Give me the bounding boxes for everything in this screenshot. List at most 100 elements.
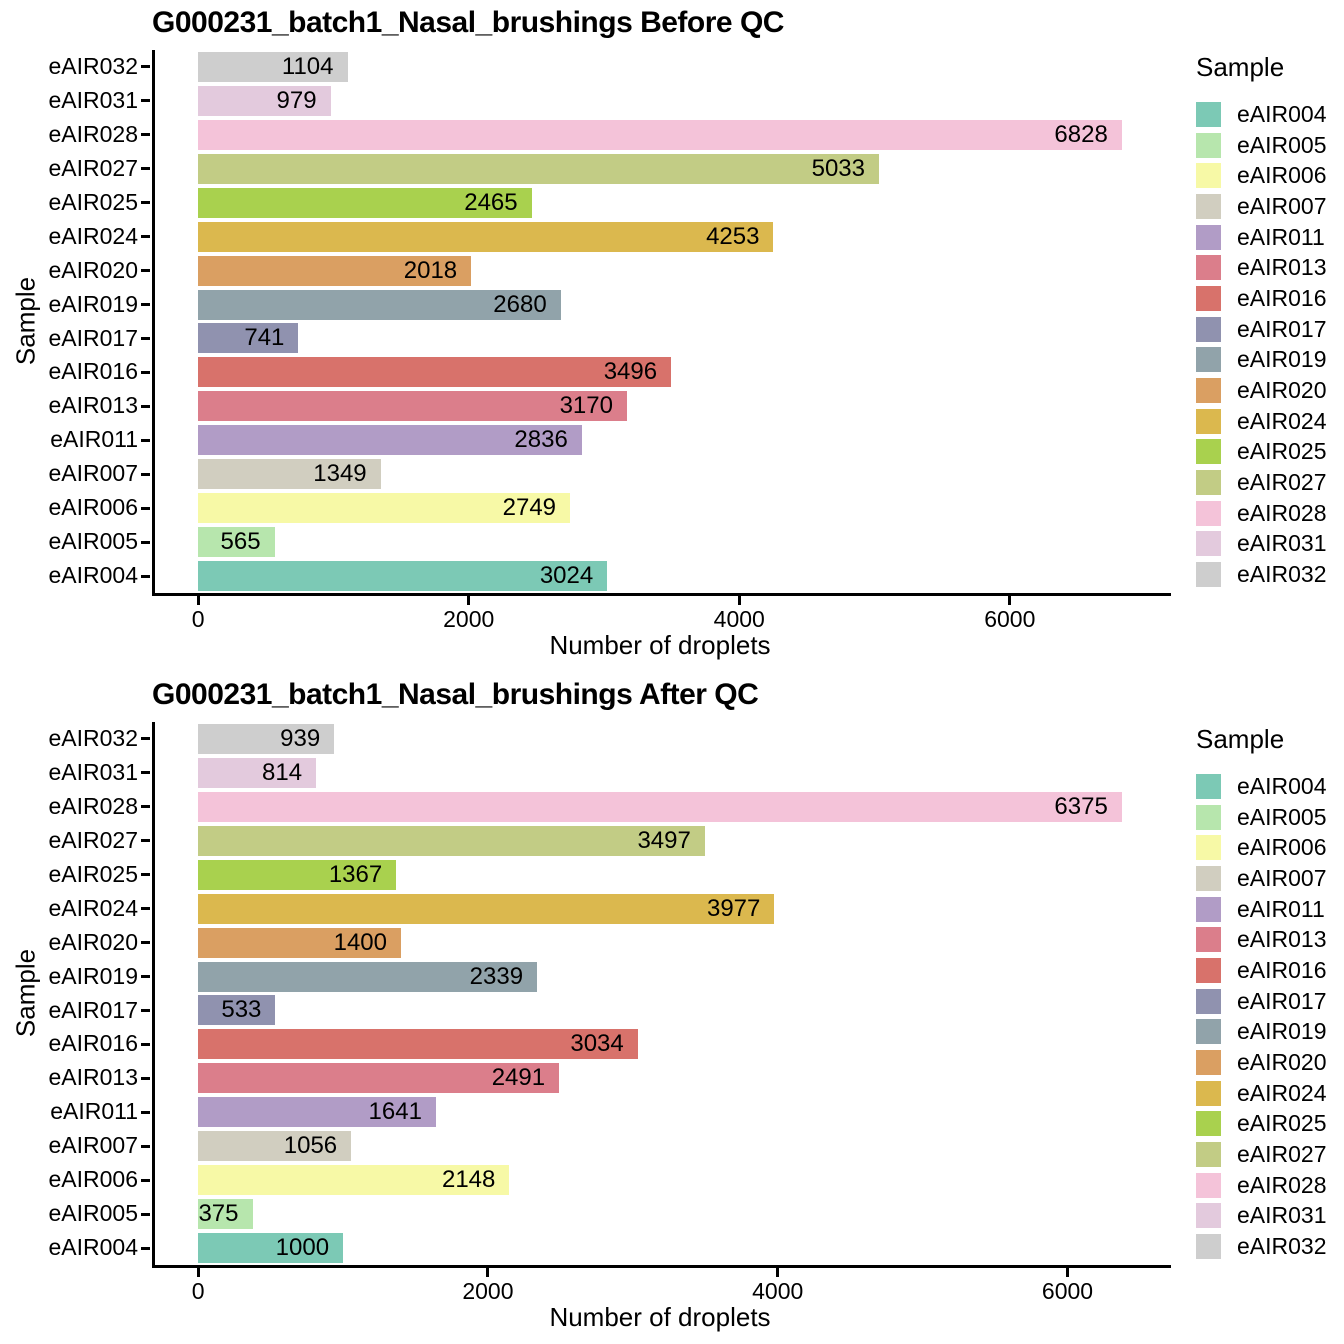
legend-label: eAIR032 [1237, 561, 1327, 588]
legend-swatch-eAIR007 [1196, 865, 1221, 891]
y-tick-label-eAIR020: eAIR020 [48, 256, 138, 283]
y-tick-mark [141, 303, 150, 307]
y-tick-mark [141, 1076, 150, 1080]
bar-eAIR004: 1000 [198, 1233, 344, 1264]
y-tick-mark [141, 133, 150, 137]
y-tick-label-eAIR028: eAIR028 [48, 792, 138, 819]
bar-eAIR032: 1104 [198, 51, 348, 82]
plot-title: G000231_batch1_Nasal_brushings Before QC [152, 6, 784, 39]
bar-eAIR005: 375 [198, 1199, 253, 1230]
bar-eAIR027: 3497 [198, 825, 705, 856]
legend-item-eAIR025: eAIR025 [1196, 1109, 1344, 1140]
x-tick-mark [776, 1268, 780, 1277]
legend-swatch-eAIR011 [1196, 224, 1221, 250]
x-tick-label: 4000 [713, 606, 765, 632]
bar-value-label: 3034 [570, 1030, 624, 1058]
bar-value-label: 741 [244, 324, 285, 352]
y-tick-label-eAIR006: eAIR006 [48, 1166, 138, 1193]
bar-eAIR004: 3024 [198, 561, 608, 592]
bar-value-label: 2749 [502, 494, 557, 522]
bar-eAIR006: 2749 [198, 493, 571, 524]
y-tick-mark [141, 336, 150, 340]
legend-item-eAIR007: eAIR007 [1196, 191, 1344, 222]
y-tick-mark [141, 99, 150, 103]
legend-item-eAIR028: eAIR028 [1196, 498, 1344, 529]
y-tick-mark [141, 506, 150, 510]
bar-eAIR020: 1400 [198, 927, 401, 958]
y-tick-mark [141, 1178, 150, 1182]
bar-eAIR016: 3496 [198, 357, 672, 388]
legend-swatch-eAIR024 [1196, 408, 1221, 434]
legend-swatch-eAIR032 [1196, 1234, 1221, 1260]
legend-item-eAIR007: eAIR007 [1196, 863, 1344, 894]
legend-swatch-eAIR017 [1196, 316, 1221, 342]
bar-eAIR011: 2836 [198, 425, 582, 456]
y-tick-label-eAIR013: eAIR013 [48, 1064, 138, 1091]
legend-item-eAIR031: eAIR031 [1196, 1201, 1344, 1232]
legend-swatch-eAIR019 [1196, 1019, 1221, 1045]
legend-swatch-eAIR031 [1196, 1203, 1221, 1229]
legend-label: eAIR024 [1237, 1079, 1327, 1106]
bar-value-label: 3170 [559, 392, 613, 420]
legend-label: eAIR005 [1237, 803, 1327, 830]
bar-value-label: 1349 [313, 460, 367, 488]
legend-item-eAIR011: eAIR011 [1196, 894, 1344, 925]
y-tick-mark [141, 472, 150, 476]
bar-eAIR007: 1056 [198, 1131, 352, 1162]
bar-eAIR007: 1349 [198, 459, 381, 490]
y-tick-label-eAIR005: eAIR005 [48, 528, 138, 555]
legend-item-eAIR020: eAIR020 [1196, 1047, 1344, 1078]
legend-item-eAIR005: eAIR005 [1196, 802, 1344, 833]
legend-item-eAIR024: eAIR024 [1196, 406, 1344, 437]
y-tick-label-eAIR007: eAIR007 [48, 1132, 138, 1159]
plot-panel [152, 722, 1171, 1268]
legend-label: eAIR027 [1237, 1141, 1327, 1168]
bar-eAIR031: 979 [198, 85, 331, 116]
legend-item-eAIR027: eAIR027 [1196, 467, 1344, 498]
y-tick-mark [141, 574, 150, 578]
x-tick-label: 0 [191, 1278, 205, 1304]
legend-swatch-eAIR025 [1196, 439, 1221, 465]
legend-swatch-eAIR020 [1196, 378, 1221, 404]
bar-eAIR028: 6828 [198, 119, 1122, 150]
legend-label: eAIR016 [1237, 284, 1327, 311]
legend-swatch-eAIR031 [1196, 531, 1221, 557]
y-tick-label-eAIR005: eAIR005 [48, 1200, 138, 1227]
x-tick-mark [1065, 1268, 1069, 1277]
legend-swatch-eAIR016 [1196, 285, 1221, 311]
bar-value-label: 4253 [706, 222, 760, 250]
legend-label: eAIR019 [1237, 346, 1327, 373]
legend-label: eAIR013 [1237, 926, 1327, 953]
legend-label: eAIR025 [1237, 1110, 1327, 1137]
bar-value-label: 5033 [811, 154, 865, 182]
y-tick-label-eAIR020: eAIR020 [48, 928, 138, 955]
y-tick-label-eAIR016: eAIR016 [48, 1030, 138, 1057]
y-tick-mark [141, 370, 150, 374]
legend-label: eAIR006 [1237, 834, 1327, 861]
bar-value-label: 2836 [514, 426, 568, 454]
bar-value-label: 6375 [1054, 792, 1108, 820]
x-axis-title: Number of droplets [549, 630, 771, 660]
legend-swatch-eAIR032 [1196, 562, 1221, 588]
legend-label: eAIR020 [1237, 1049, 1327, 1076]
bar-eAIR017: 741 [198, 323, 299, 354]
legend-item-eAIR004: eAIR004 [1196, 771, 1344, 802]
bar-value-label: 2465 [464, 188, 518, 216]
bar-value-label: 3977 [706, 894, 761, 922]
legend-items: eAIR004 eAIR005 eAIR006 eAIR007 eAIR011 eAIR0… [1196, 99, 1344, 590]
legend-item-eAIR019: eAIR019 [1196, 1017, 1344, 1048]
legend-label: eAIR004 [1237, 772, 1327, 799]
legend-label: eAIR024 [1237, 407, 1327, 434]
y-tick-label-eAIR024: eAIR024 [48, 222, 138, 249]
bar-eAIR024: 3977 [198, 893, 775, 924]
y-tick-mark [141, 737, 150, 741]
bar-value-label: 6828 [1054, 120, 1108, 148]
legend-item-eAIR013: eAIR013 [1196, 252, 1344, 283]
bar-eAIR006: 2148 [198, 1165, 510, 1196]
y-tick-mark [141, 873, 150, 877]
plot-title: G000231_batch1_Nasal_brushings After QC [152, 678, 759, 711]
x-tick-label: 4000 [752, 1278, 804, 1304]
legend-swatch-eAIR013 [1196, 927, 1221, 953]
legend-label: eAIR017 [1237, 315, 1327, 342]
y-tick-label-eAIR025: eAIR025 [48, 860, 138, 887]
